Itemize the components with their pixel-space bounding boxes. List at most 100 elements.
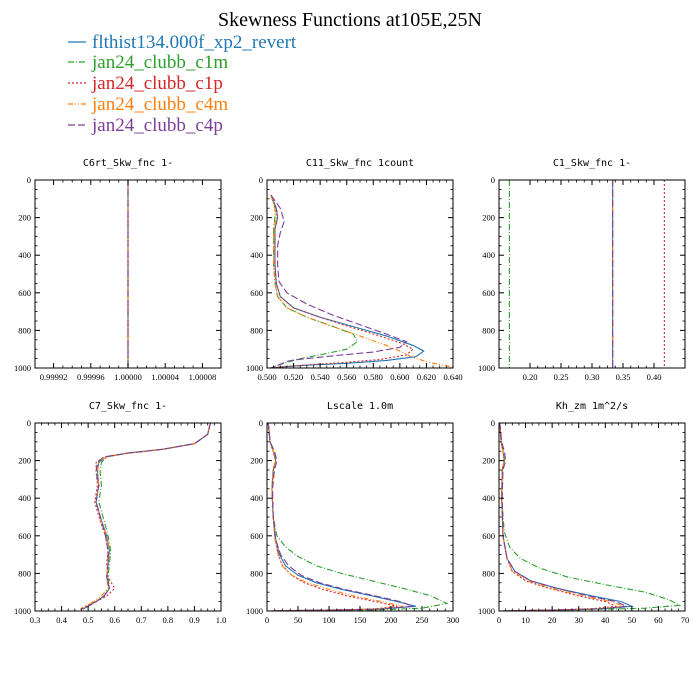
x-tick-label: 0.35 [616, 372, 631, 382]
series-line-1 [270, 194, 359, 368]
series-line-3 [267, 423, 404, 611]
series-group [508, 180, 665, 368]
y-tick-label: 0 [259, 418, 263, 428]
x-tick-label: 0.540 [311, 372, 330, 382]
y-tick-label: 800 [250, 568, 263, 578]
y-tick-label: 600 [482, 288, 495, 298]
plot-frame [266, 179, 454, 369]
x-tick-label: 0.620 [417, 372, 436, 382]
panel-title: C1_Skw_fnc 1- [553, 158, 631, 169]
legend-label-0: flthist134.000f_xp2_revert [92, 32, 297, 53]
x-tick-label: 1.0 [216, 615, 227, 625]
x-tick-label: 0.25 [554, 372, 569, 382]
x-tick-label: 60 [654, 615, 663, 625]
x-tick-label: 0.3 [30, 615, 41, 625]
y-tick-label: 400 [18, 250, 31, 260]
y-tick-label: 800 [482, 568, 495, 578]
panel-2: C1_Skw_fnc 1- 0 200 400 600 800 1000 0.20 0.25 0.… [478, 158, 686, 382]
y-tick-label: 0 [27, 418, 31, 428]
panel-title: C7_Skw_fnc 1- [89, 401, 167, 412]
x-tick-label: 1.00004 [151, 372, 179, 382]
panel-1: C11_Skw_fnc 1count 0 200 400 600 800 10000.500… [246, 158, 463, 382]
series-line-2 [79, 423, 211, 610]
y-tick-label: 600 [482, 531, 495, 541]
y-tick-label: 0 [259, 175, 263, 185]
legend-entry: jan24_clubb_c4m [68, 94, 228, 115]
y-tick-label: 1000 [478, 363, 495, 373]
y-tick-label: 0 [491, 418, 495, 428]
y-tick-label: 800 [18, 568, 31, 578]
plot-frame [498, 179, 686, 369]
x-tick-label: 0.7 [136, 615, 147, 625]
panel-title: Lscale 1.0m [327, 401, 393, 412]
legend-label-2: jan24_clubb_c1p [91, 73, 223, 94]
x-tick-label: 0.20 [523, 372, 538, 382]
y-tick-label: 200 [250, 456, 263, 466]
y-tick-label: 0 [491, 175, 495, 185]
plot-frame [34, 422, 222, 612]
legend-label-4: jan24_clubb_c4p [91, 115, 223, 136]
y-tick-label: 800 [250, 325, 263, 335]
x-tick-label: 20 [548, 615, 557, 625]
legend-label-3: jan24_clubb_c4m [91, 94, 228, 115]
series-line-0 [267, 423, 416, 611]
plot-frame [498, 422, 686, 612]
series-line-0 [499, 423, 635, 611]
legend-entry: jan24_clubb_c1m [68, 52, 228, 73]
y-tick-label: 1000 [246, 363, 263, 373]
y-tick-label: 200 [250, 213, 263, 223]
y-tick-label: 400 [250, 250, 263, 260]
legend-entry: flthist134.000f_xp2_revert [68, 32, 297, 53]
series-line-4 [81, 423, 211, 610]
series-line-3 [270, 194, 453, 368]
x-tick-label: 0.99996 [77, 372, 105, 382]
x-tick-label: 0.30 [585, 372, 600, 382]
series-group [79, 423, 211, 610]
x-tick-label: 0.40 [647, 372, 662, 382]
x-tick-label: 0 [497, 615, 501, 625]
series-group [267, 423, 449, 611]
y-tick-label: 200 [482, 456, 495, 466]
series-group [270, 194, 453, 368]
y-tick-label: 600 [18, 288, 31, 298]
y-tick-label: 400 [18, 493, 31, 503]
y-tick-label: 400 [250, 493, 263, 503]
series-line-1 [267, 423, 449, 611]
legend-entry: jan24_clubb_c1p [68, 73, 223, 94]
x-tick-label: 300 [447, 615, 460, 625]
series-line-4 [267, 423, 413, 611]
x-tick-label: 50 [628, 615, 637, 625]
series-line-4 [499, 423, 629, 611]
series-group [499, 423, 682, 611]
x-tick-label: 100 [323, 615, 336, 625]
series-line-0 [270, 194, 425, 368]
x-tick-label: 0.600 [390, 372, 409, 382]
x-tick-label: 1.00008 [189, 372, 217, 382]
y-tick-label: 200 [482, 213, 495, 223]
panel-title: C6rt_Skw_fnc 1- [83, 158, 173, 169]
panel-title: C11_Skw_fnc 1count [306, 158, 414, 169]
x-tick-label: 0.640 [443, 372, 462, 382]
x-tick-label: 0.4 [56, 615, 67, 625]
y-tick-label: 200 [18, 456, 31, 466]
series-line-1 [499, 423, 682, 611]
x-tick-label: 30 [574, 615, 583, 625]
y-tick-label: 800 [482, 325, 495, 335]
legend-label-1: jan24_clubb_c1m [91, 52, 228, 73]
series-line-2 [270, 194, 415, 368]
x-tick-label: 70 [681, 615, 690, 625]
x-tick-label: 150 [354, 615, 367, 625]
x-tick-label: 40 [601, 615, 610, 625]
legend-entry: jan24_clubb_c4p [68, 115, 223, 136]
x-tick-label: 0.8 [163, 615, 174, 625]
panel-title: Kh_zm 1m^2/s [556, 401, 628, 412]
x-tick-label: 0.560 [337, 372, 356, 382]
y-tick-label: 600 [250, 531, 263, 541]
legend: flthist134.000f_xp2_revert jan24_clubb_c… [68, 32, 297, 136]
y-tick-label: 400 [482, 493, 495, 503]
y-tick-label: 0 [27, 175, 31, 185]
